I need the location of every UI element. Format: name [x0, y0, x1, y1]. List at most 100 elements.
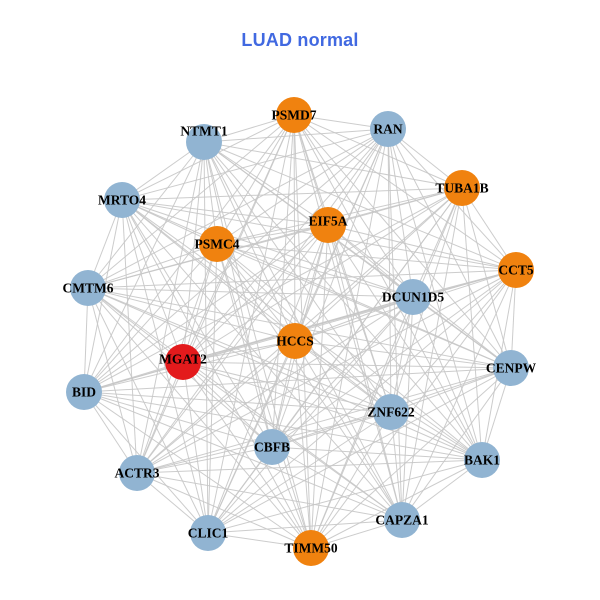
labels-layer: PSMD7 RAN NTMT1 TUBA1B MRTO4 EIF5A PSMC4 CCT5 CM…	[63, 108, 537, 556]
edge-DCUN1D5-CLIC1	[207, 296, 414, 534]
edge-RAN-PSMC4	[216, 128, 389, 245]
edge-ACTR3-CAPZA1	[136, 472, 403, 521]
edge-RAN-CENPW	[387, 128, 512, 369]
edge-CENPW-CLIC1	[207, 367, 512, 534]
edge-PSMC4-MGAT2	[182, 243, 218, 363]
edge-EIF5A-CLIC1	[207, 224, 329, 534]
node-label-TUBA1B: TUBA1B	[435, 181, 488, 196]
edge-BID-ZNF622	[83, 391, 392, 413]
edge-EIF5A-BID	[83, 224, 329, 393]
edge-RAN-MGAT2	[182, 128, 389, 363]
edge-CENPW-CAPZA1	[401, 367, 512, 521]
edge-PSMD7-CMTM6	[87, 114, 295, 289]
edge-CCT5-CLIC1	[207, 269, 517, 534]
node-TIMM50	[293, 530, 329, 566]
edge-NTMT1-TUBA1B	[203, 141, 463, 189]
node-label-CLIC1: CLIC1	[188, 526, 229, 541]
edge-RAN-BAK1	[387, 128, 483, 461]
edge-MRTO4-CLIC1	[121, 199, 209, 534]
edge-TUBA1B-BAK1	[461, 187, 483, 461]
edge-TUBA1B-TIMM50	[310, 187, 463, 549]
edge-ZNF622-CLIC1	[207, 411, 392, 534]
edge-PSMC4-CAPZA1	[216, 243, 403, 521]
edge-DCUN1D5-TIMM50	[310, 296, 414, 549]
edge-CCT5-CAPZA1	[401, 269, 517, 521]
edge-CCT5-TIMM50	[310, 269, 517, 549]
edge-NTMT1-CCT5	[203, 141, 517, 271]
edge-DCUN1D5-BID	[83, 296, 414, 393]
edge-EIF5A-ZNF622	[327, 224, 392, 413]
edge-NTMT1-CMTM6	[87, 141, 205, 289]
edge-CMTM6-TIMM50	[87, 287, 312, 549]
edge-CBFB-BAK1	[271, 446, 483, 461]
edge-PSMD7-CLIC1	[207, 114, 295, 534]
node-RAN	[370, 111, 406, 147]
edge-HCCS-TIMM50	[294, 340, 312, 549]
edge-CBFB-CAPZA1	[271, 446, 403, 521]
edge-MRTO4-HCCS	[121, 199, 296, 342]
edge-EIF5A-MGAT2	[182, 224, 329, 363]
edge-CMTM6-HCCS	[87, 287, 296, 342]
plot-title: LUAD normal	[241, 30, 359, 50]
edge-NTMT1-EIF5A	[203, 141, 329, 226]
node-CMTM6	[70, 270, 106, 306]
edge-CBFB-TIMM50	[271, 446, 312, 549]
edge-BID-TIMM50	[83, 391, 312, 549]
edge-HCCS-MGAT2	[182, 340, 296, 363]
edge-HCCS-CAPZA1	[294, 340, 403, 521]
node-label-CAPZA1: CAPZA1	[375, 513, 428, 528]
node-label-PSMD7: PSMD7	[272, 108, 317, 123]
edge-PSMD7-CBFB	[271, 114, 295, 448]
edge-ACTR3-TIMM50	[136, 472, 312, 549]
node-label-CENPW: CENPW	[486, 361, 537, 376]
edge-PSMC4-TIMM50	[216, 243, 312, 549]
edge-RAN-NTMT1	[203, 128, 389, 143]
node-label-MGAT2: MGAT2	[159, 352, 207, 367]
node-label-CBFB: CBFB	[254, 440, 290, 455]
edge-MGAT2-BAK1	[182, 361, 483, 461]
edge-EIF5A-CAPZA1	[327, 224, 403, 521]
edge-EIF5A-TIMM50	[310, 224, 329, 549]
edge-MGAT2-TIMM50	[182, 361, 312, 549]
node-label-MRTO4: MRTO4	[98, 193, 146, 208]
edge-EIF5A-PSMC4	[216, 224, 329, 245]
node-MRTO4	[104, 182, 140, 218]
node-HCCS	[277, 323, 313, 359]
node-CCT5	[498, 252, 534, 288]
edge-TUBA1B-DCUN1D5	[412, 187, 463, 298]
edge-MGAT2-CLIC1	[182, 361, 209, 534]
edge-RAN-MRTO4	[121, 128, 389, 201]
edge-CMTM6-BAK1	[87, 287, 483, 461]
edge-RAN-ZNF622	[387, 128, 392, 413]
edge-DCUN1D5-CBFB	[271, 296, 414, 448]
edge-EIF5A-HCCS	[294, 224, 329, 342]
node-label-NTMT1: NTMT1	[180, 124, 228, 139]
edge-PSMC4-CCT5	[216, 243, 517, 271]
node-label-RAN: RAN	[373, 122, 402, 137]
edge-EIF5A-BAK1	[327, 224, 483, 461]
edge-CCT5-CBFB	[271, 269, 517, 448]
node-EIF5A	[310, 207, 346, 243]
node-label-EIF5A: EIF5A	[308, 214, 347, 229]
edge-BID-BAK1	[83, 391, 483, 461]
node-label-DCUN1D5: DCUN1D5	[382, 290, 444, 305]
edge-PSMC4-CMTM6	[87, 243, 218, 289]
edge-MRTO4-TIMM50	[121, 199, 312, 549]
edge-CENPW-BID	[83, 367, 512, 393]
edge-ZNF622-CBFB	[271, 411, 392, 448]
node-label-TIMM50: TIMM50	[284, 541, 337, 556]
node-label-CCT5: CCT5	[498, 263, 534, 278]
edge-MRTO4-EIF5A	[121, 199, 329, 226]
node-label-PSMC4: PSMC4	[195, 237, 240, 252]
edge-MGAT2-CENPW	[182, 361, 512, 369]
edge-TUBA1B-CAPZA1	[401, 187, 463, 521]
edge-HCCS-ACTR3	[136, 340, 296, 474]
edge-BID-CBFB	[83, 391, 273, 448]
nodes-layer	[66, 97, 534, 566]
edge-PSMD7-CCT5	[293, 114, 517, 271]
node-NTMT1	[186, 124, 222, 160]
node-ACTR3	[119, 455, 155, 491]
node-CAPZA1	[384, 502, 420, 538]
